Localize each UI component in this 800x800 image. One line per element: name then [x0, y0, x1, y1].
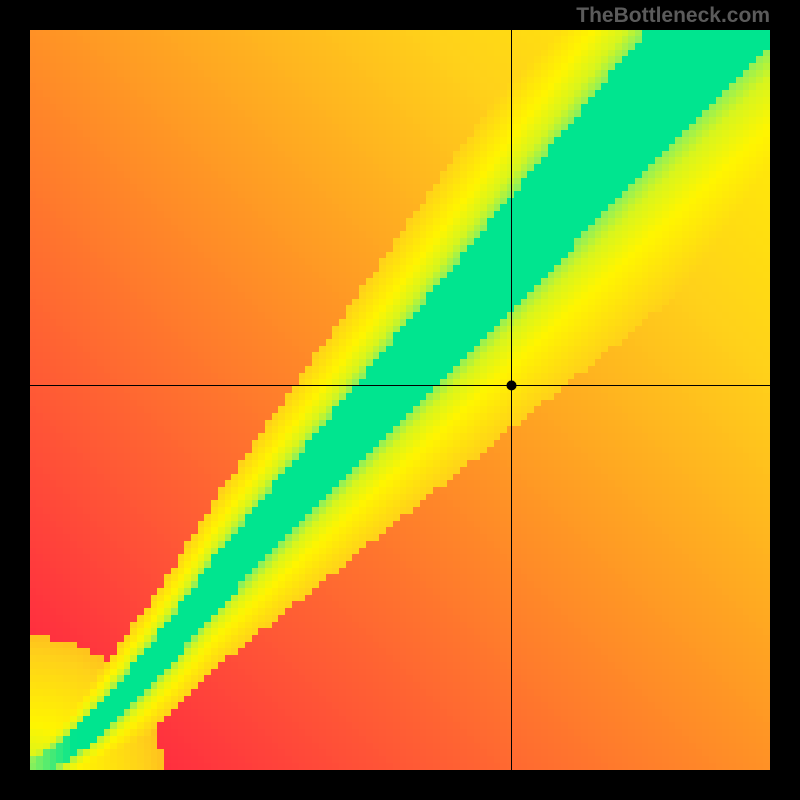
- bottleneck-heatmap: [30, 30, 770, 770]
- watermark: TheBottleneck.com: [576, 4, 770, 28]
- chart-container: TheBottleneck.com: [0, 0, 800, 800]
